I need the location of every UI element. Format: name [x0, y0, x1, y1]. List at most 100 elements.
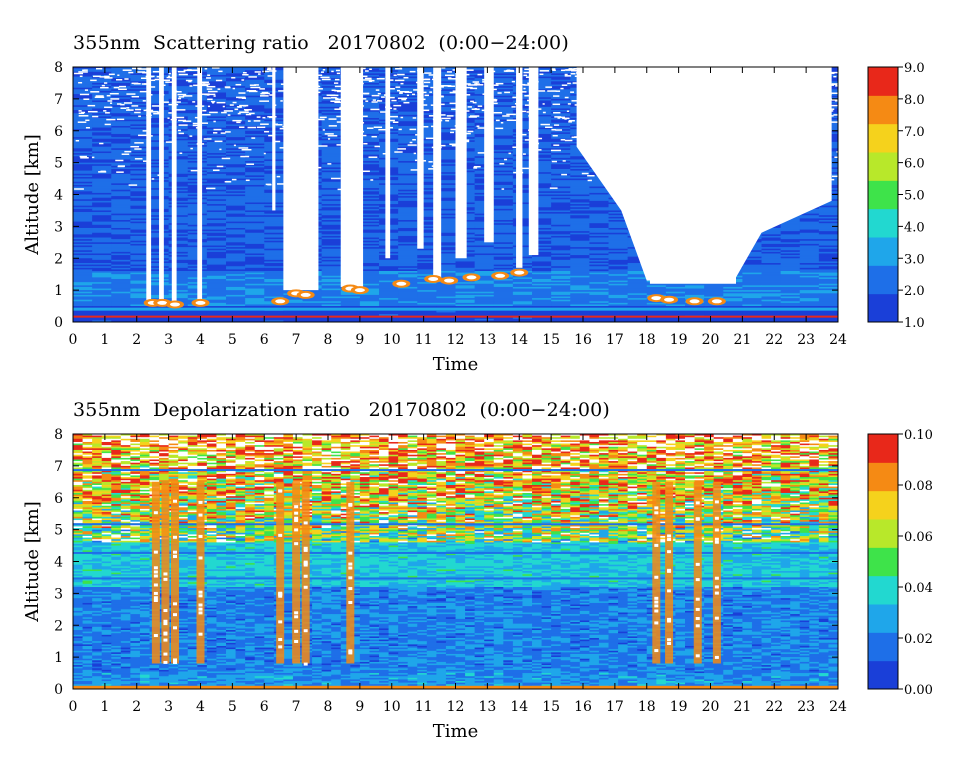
heatmap-cell [570, 197, 590, 200]
heatmap-cell [92, 118, 112, 121]
heatmap-cell [226, 84, 246, 87]
heatmap-cell [493, 250, 514, 253]
heatmap-cell [436, 263, 456, 266]
heatmap-cell [245, 248, 265, 251]
heatmap-cell [818, 231, 838, 234]
heatmap-cell [570, 253, 590, 256]
heatmap-cell [245, 176, 265, 180]
heatmap-cell [589, 197, 609, 200]
heatmap-cell [226, 173, 246, 176]
heatmap-cell [73, 118, 93, 121]
heatmap-cell [168, 167, 189, 170]
heatmap-cell [551, 215, 571, 218]
heatmap-cell [92, 223, 112, 226]
heatmap-cell [417, 216, 437, 219]
heatmap-cell [168, 113, 189, 116]
heatmap-cell [359, 74, 380, 78]
heatmap-cell [532, 205, 552, 208]
heatmap-cell [532, 94, 552, 97]
heatmap-cell [551, 188, 571, 191]
heatmap-cell [92, 255, 112, 258]
heatmap-cell [799, 221, 820, 224]
heatmap-cell [321, 113, 342, 116]
heatmap-cell [398, 92, 418, 95]
heatmap-cell [608, 240, 629, 243]
heatmap-cell [799, 258, 820, 261]
heatmap-cell [321, 259, 342, 262]
heatmap-cell [436, 98, 456, 101]
heatmap-cell [359, 84, 380, 87]
heatmap-cell [206, 248, 227, 251]
heatmap-cell [130, 106, 150, 109]
heatmap-cell [321, 74, 342, 78]
heatmap-cell [130, 143, 150, 146]
heatmap-cell [570, 191, 590, 194]
heatmap-cell [818, 221, 838, 224]
heatmap-cell [168, 218, 189, 221]
heatmap-cell [359, 263, 380, 266]
heatmap-cell [92, 226, 112, 229]
heatmap-cell [92, 258, 112, 261]
heatmap-cell [130, 84, 150, 87]
heatmap-cell [130, 102, 150, 105]
heatmap-cell [417, 175, 437, 178]
heatmap-cell [512, 192, 533, 195]
heatmap-cell [570, 261, 590, 264]
heatmap-cell [321, 247, 342, 250]
heatmap-cell [589, 180, 609, 183]
heatmap-cell [532, 194, 552, 197]
heatmap-cell [226, 76, 246, 79]
heatmap-cell [111, 73, 131, 76]
heatmap-cell [130, 162, 150, 165]
heatmap-cell [321, 146, 342, 149]
heatmap-cell [130, 229, 150, 232]
heatmap-cell [589, 189, 609, 192]
heatmap-cell [493, 102, 514, 105]
heatmap-cell [92, 162, 112, 165]
heatmap-cell [206, 162, 227, 165]
heatmap-cell [551, 245, 571, 248]
heatmap-cell [245, 184, 265, 188]
heatmap-cell [780, 229, 801, 232]
heatmap-cell [226, 204, 246, 207]
heatmap-cell [570, 235, 590, 239]
heatmap-cell [111, 67, 131, 70]
heatmap-cell [493, 170, 514, 173]
heatmap-cell [799, 239, 820, 242]
heatmap-cell [245, 98, 265, 101]
heatmap-cell [493, 132, 514, 135]
heatmap-cell [168, 188, 189, 191]
heatmap-cell [206, 181, 227, 184]
heatmap-cell [92, 82, 112, 86]
heatmap-cell [359, 172, 380, 175]
heatmap-cell [359, 71, 380, 74]
heatmap-cell [417, 140, 437, 143]
heatmap-cell [551, 68, 571, 71]
heatmap-cell [206, 130, 227, 133]
heatmap-cell [608, 248, 629, 251]
heatmap-cell [73, 167, 93, 170]
heatmap-cell [73, 124, 93, 127]
heatmap-cell [130, 231, 150, 234]
heatmap-cell [168, 164, 189, 167]
heatmap-cell [359, 121, 380, 124]
heatmap-cell [398, 68, 418, 71]
heatmap-cell [436, 114, 456, 117]
heatmap-cell [818, 240, 838, 243]
heatmap-cell [168, 243, 189, 246]
heatmap-cell [818, 237, 838, 240]
heatmap-cell [111, 156, 131, 159]
heatmap-cell [589, 258, 609, 261]
heatmap-cell [92, 119, 112, 122]
heatmap-cell [130, 215, 150, 218]
heatmap-cell [551, 218, 571, 221]
heatmap-cell [206, 95, 227, 98]
heatmap-cell [512, 261, 533, 264]
heatmap-cell [532, 130, 552, 133]
heatmap-cell [321, 200, 342, 203]
heatmap-cell [130, 226, 150, 229]
heatmap-cell [417, 247, 437, 250]
heatmap-cell [111, 205, 131, 208]
heatmap-cell [226, 212, 246, 215]
heatmap-cell [206, 237, 227, 240]
